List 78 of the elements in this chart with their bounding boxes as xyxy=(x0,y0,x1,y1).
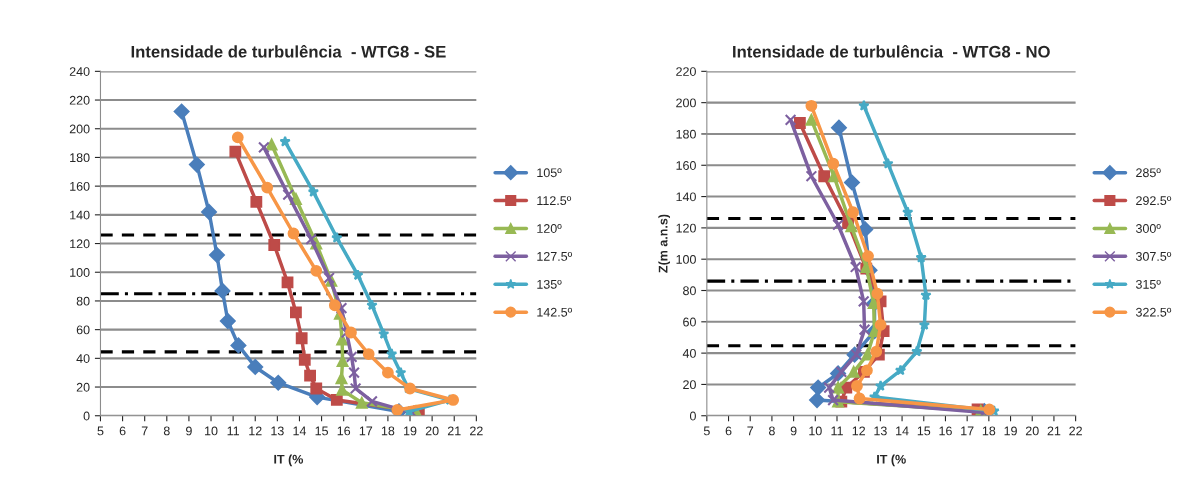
x-tick-label: 7 xyxy=(747,426,754,436)
x-tick-label: 13 xyxy=(874,426,887,436)
y-tick-label: 180 xyxy=(676,129,696,139)
legend-label: 120º xyxy=(537,224,562,233)
y-tick-label: 40 xyxy=(682,348,696,358)
y-tick-label: 200 xyxy=(676,98,696,108)
y-tick-label: 100 xyxy=(70,268,90,277)
x-tick-label: 5 xyxy=(703,426,710,436)
x-tick-label: 12 xyxy=(249,426,262,436)
x-tick-label: 11 xyxy=(831,426,843,436)
x-tick-label: 13 xyxy=(271,426,284,436)
x-tick-label: 15 xyxy=(315,426,328,436)
y-tick-label: 220 xyxy=(69,95,90,105)
x-tick-label: 16 xyxy=(337,426,351,436)
y-tick-label: 140 xyxy=(676,192,696,202)
y-tick-label: 160 xyxy=(676,161,696,170)
x-tick-label: 12 xyxy=(852,426,866,436)
x-tick-label: 7 xyxy=(141,426,148,436)
y-tick-label: 0 xyxy=(689,411,696,421)
legend-label: 285º xyxy=(1136,168,1161,178)
y-tick-label: 100 xyxy=(676,255,696,264)
x-tick-label: 19 xyxy=(1004,426,1017,436)
x-tick-label: 17 xyxy=(359,426,373,436)
x-tick-label: 11 xyxy=(227,426,240,436)
x-tick-label: 6 xyxy=(725,426,732,436)
y-tick-label: 120 xyxy=(70,239,90,249)
y-tick-label: 40 xyxy=(76,354,90,363)
x-tick-label: 10 xyxy=(205,426,218,436)
x-tick-label: 9 xyxy=(790,426,797,436)
y-tick-label: 60 xyxy=(76,325,90,335)
legend-label: 300º xyxy=(1135,224,1161,233)
y-tick-label: 80 xyxy=(683,286,696,296)
x-tick-label: 10 xyxy=(809,426,822,436)
x-tick-label: 9 xyxy=(186,426,192,436)
y-tick-label: 140 xyxy=(70,210,90,220)
y-tick-label: 60 xyxy=(683,317,696,327)
x-axis-title: IT (% xyxy=(274,454,304,467)
x-tick-label: 19 xyxy=(404,426,417,436)
legend-label: 315º xyxy=(1135,279,1161,289)
x-tick-label: 18 xyxy=(982,426,996,436)
x-tick-label: 22 xyxy=(1069,426,1082,436)
y-tick-label: 80 xyxy=(76,296,90,306)
x-tick-label: 6 xyxy=(119,426,126,436)
x-tick-label: 20 xyxy=(1025,426,1039,436)
x-tick-label: 14 xyxy=(293,426,307,436)
y-tick-label: 160 xyxy=(70,181,90,191)
x-tick-label: 14 xyxy=(896,426,909,436)
x-axis-title: IT (% xyxy=(877,454,906,467)
legend-label: 135º xyxy=(537,279,562,289)
y-tick-label: 20 xyxy=(683,380,696,390)
y-axis-title: Z(m a.n.s) xyxy=(658,214,671,273)
y-tick-label: 240 xyxy=(69,67,90,76)
legend-label: 105º xyxy=(537,168,562,178)
y-tick-label: 20 xyxy=(76,382,90,392)
x-tick-label: 5 xyxy=(97,426,104,436)
legend-label: 292.5º xyxy=(1136,196,1172,206)
y-tick-label: 180 xyxy=(70,153,90,163)
legend-label: 112.5º xyxy=(537,196,572,206)
x-tick-label: 21 xyxy=(1047,426,1061,436)
y-tick-label: 0 xyxy=(83,411,90,421)
legend-label: 322.5º xyxy=(1135,307,1172,317)
y-tick-label: 120 xyxy=(676,223,696,233)
x-tick-label: 8 xyxy=(163,426,170,436)
legend-label: 307.5º xyxy=(1135,251,1172,261)
chart-title: Intensidade de turbulência - WTG8 - NO xyxy=(733,45,1050,58)
x-tick-label: 15 xyxy=(917,426,931,436)
x-tick-label: 21 xyxy=(447,426,461,436)
chart-title: Intensidade de turbulência - WTG8 - SE xyxy=(131,45,446,58)
x-tick-label: 16 xyxy=(939,426,952,436)
x-tick-label: 8 xyxy=(768,426,775,436)
x-tick-label: 20 xyxy=(425,426,439,436)
legend-label: 142.5º xyxy=(537,307,573,317)
x-tick-label: 22 xyxy=(470,426,483,436)
x-tick-label: 17 xyxy=(961,426,974,436)
y-tick-label: 200 xyxy=(69,124,90,134)
y-tick-label: 220 xyxy=(676,67,696,76)
legend-label: 127.5º xyxy=(537,251,573,261)
x-tick-label: 18 xyxy=(381,426,395,436)
